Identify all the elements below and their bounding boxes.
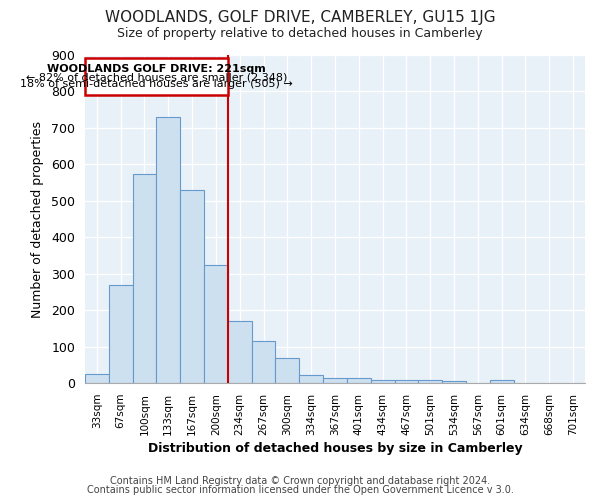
Bar (490, 380, 514, 383)
Y-axis label: Number of detached properties: Number of detached properties (31, 120, 44, 318)
Bar (180, 190, 204, 383)
Bar (228, 321, 251, 383)
Bar (251, 342, 275, 383)
Bar (275, 358, 299, 383)
Bar (418, 380, 442, 383)
Text: Contains HM Land Registry data © Crown copyright and database right 2024.: Contains HM Land Registry data © Crown c… (110, 476, 490, 486)
Text: 18% of semi-detached houses are larger (505) →: 18% of semi-detached houses are larger (… (20, 78, 293, 88)
Bar (371, 380, 395, 383)
Text: WOODLANDS GOLF DRIVE: 221sqm: WOODLANDS GOLF DRIVE: 221sqm (47, 64, 266, 74)
Bar (347, 378, 371, 383)
X-axis label: Distribution of detached houses by size in Camberley: Distribution of detached houses by size … (148, 442, 522, 455)
Text: ← 82% of detached houses are smaller (2,348): ← 82% of detached houses are smaller (2,… (26, 72, 287, 82)
Bar (204, 264, 228, 383)
Text: Contains public sector information licensed under the Open Government Licence v : Contains public sector information licen… (86, 485, 514, 495)
Bar (109, 284, 133, 383)
Bar (442, 382, 466, 383)
Text: WOODLANDS, GOLF DRIVE, CAMBERLEY, GU15 1JG: WOODLANDS, GOLF DRIVE, CAMBERLEY, GU15 1… (104, 10, 496, 25)
Text: Size of property relative to detached houses in Camberley: Size of property relative to detached ho… (117, 28, 483, 40)
Bar (395, 380, 418, 383)
Bar (85, 58, 228, 95)
Bar (133, 174, 157, 383)
Bar (85, 374, 109, 383)
Bar (157, 117, 180, 383)
Bar (299, 375, 323, 383)
Bar (323, 378, 347, 383)
